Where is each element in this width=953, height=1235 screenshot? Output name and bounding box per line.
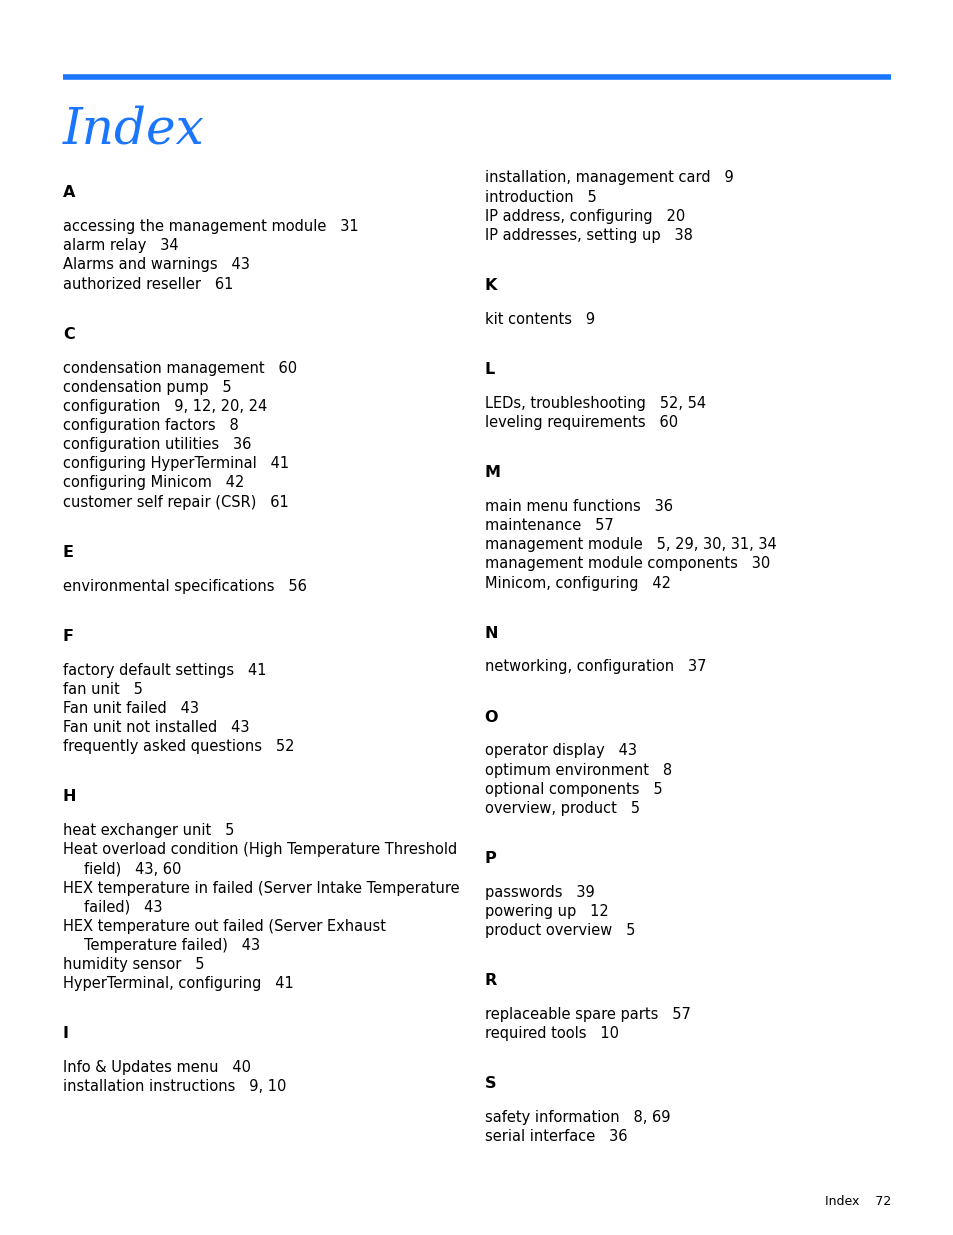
Text: A: A <box>63 185 75 200</box>
Text: authorized reseller   61: authorized reseller 61 <box>63 277 233 291</box>
Text: product overview   5: product overview 5 <box>484 923 635 939</box>
Text: main menu functions   36: main menu functions 36 <box>484 499 672 514</box>
Text: N: N <box>484 625 497 641</box>
Text: kit contents   9: kit contents 9 <box>484 311 594 327</box>
Text: configuration utilities   36: configuration utilities 36 <box>63 437 251 452</box>
Text: optimum environment   8: optimum environment 8 <box>484 762 671 778</box>
Text: Index    72: Index 72 <box>824 1194 890 1208</box>
Text: C: C <box>63 326 74 342</box>
Text: HyperTerminal, configuring   41: HyperTerminal, configuring 41 <box>63 976 294 992</box>
Text: Temperature failed)   43: Temperature failed) 43 <box>84 937 260 953</box>
Text: field)   43, 60: field) 43, 60 <box>84 861 181 877</box>
Text: K: K <box>484 278 497 293</box>
Text: fan unit   5: fan unit 5 <box>63 682 143 697</box>
Text: Fan unit failed   43: Fan unit failed 43 <box>63 700 199 716</box>
Text: configuration   9, 12, 20, 24: configuration 9, 12, 20, 24 <box>63 399 267 414</box>
Text: Fan unit not installed   43: Fan unit not installed 43 <box>63 720 249 735</box>
Text: factory default settings   41: factory default settings 41 <box>63 662 266 678</box>
Text: operator display   43: operator display 43 <box>484 743 636 758</box>
Text: condensation pump   5: condensation pump 5 <box>63 379 232 395</box>
Text: introduction   5: introduction 5 <box>484 190 596 205</box>
Text: M: M <box>484 464 500 480</box>
Text: frequently asked questions   52: frequently asked questions 52 <box>63 739 294 755</box>
Text: LEDs, troubleshooting   52, 54: LEDs, troubleshooting 52, 54 <box>484 395 705 411</box>
Text: configuring HyperTerminal   41: configuring HyperTerminal 41 <box>63 456 289 472</box>
Text: failed)   43: failed) 43 <box>84 899 162 915</box>
Text: HEX temperature out failed (Server Exhaust: HEX temperature out failed (Server Exhau… <box>63 919 386 934</box>
Text: L: L <box>484 362 495 377</box>
Text: E: E <box>63 545 74 559</box>
Text: humidity sensor   5: humidity sensor 5 <box>63 957 204 972</box>
Text: customer self repair (CSR)   61: customer self repair (CSR) 61 <box>63 494 289 510</box>
Text: accessing the management module   31: accessing the management module 31 <box>63 220 358 235</box>
Text: Heat overload condition (High Temperature Threshold: Heat overload condition (High Temperatur… <box>63 842 456 857</box>
Text: networking, configuration   37: networking, configuration 37 <box>484 659 705 674</box>
Text: F: F <box>63 629 74 643</box>
Text: P: P <box>484 851 496 866</box>
Text: configuring Minicom   42: configuring Minicom 42 <box>63 475 244 490</box>
Text: HEX temperature in failed (Server Intake Temperature: HEX temperature in failed (Server Intake… <box>63 881 459 895</box>
Text: serial interface   36: serial interface 36 <box>484 1129 626 1145</box>
Text: IP addresses, setting up   38: IP addresses, setting up 38 <box>484 227 692 243</box>
Text: S: S <box>484 1076 496 1092</box>
Text: I: I <box>63 1026 69 1041</box>
Text: installation, management card   9: installation, management card 9 <box>484 170 733 185</box>
Text: optional components   5: optional components 5 <box>484 782 661 797</box>
Text: maintenance   57: maintenance 57 <box>484 517 613 534</box>
Text: R: R <box>484 973 497 988</box>
Text: IP address, configuring   20: IP address, configuring 20 <box>484 209 684 224</box>
Text: powering up   12: powering up 12 <box>484 904 608 919</box>
Text: heat exchanger unit   5: heat exchanger unit 5 <box>63 823 234 839</box>
Text: H: H <box>63 789 76 804</box>
Text: Minicom, configuring   42: Minicom, configuring 42 <box>484 576 670 590</box>
Text: Alarms and warnings   43: Alarms and warnings 43 <box>63 257 250 273</box>
Text: Index: Index <box>63 105 205 154</box>
Text: passwords   39: passwords 39 <box>484 884 594 900</box>
Text: condensation management   60: condensation management 60 <box>63 361 296 375</box>
Text: safety information   8, 69: safety information 8, 69 <box>484 1110 669 1125</box>
Text: installation instructions   9, 10: installation instructions 9, 10 <box>63 1079 286 1094</box>
Text: leveling requirements   60: leveling requirements 60 <box>484 415 677 430</box>
Text: replaceable spare parts   57: replaceable spare parts 57 <box>484 1007 690 1023</box>
Text: required tools   10: required tools 10 <box>484 1026 618 1041</box>
Text: overview, product   5: overview, product 5 <box>484 800 639 816</box>
Text: environmental specifications   56: environmental specifications 56 <box>63 578 307 594</box>
Text: configuration factors   8: configuration factors 8 <box>63 417 238 433</box>
Text: Info & Updates menu   40: Info & Updates menu 40 <box>63 1060 251 1076</box>
Text: alarm relay   34: alarm relay 34 <box>63 238 178 253</box>
Text: O: O <box>484 709 497 725</box>
Text: management module components   30: management module components 30 <box>484 556 769 572</box>
Text: management module   5, 29, 30, 31, 34: management module 5, 29, 30, 31, 34 <box>484 537 776 552</box>
